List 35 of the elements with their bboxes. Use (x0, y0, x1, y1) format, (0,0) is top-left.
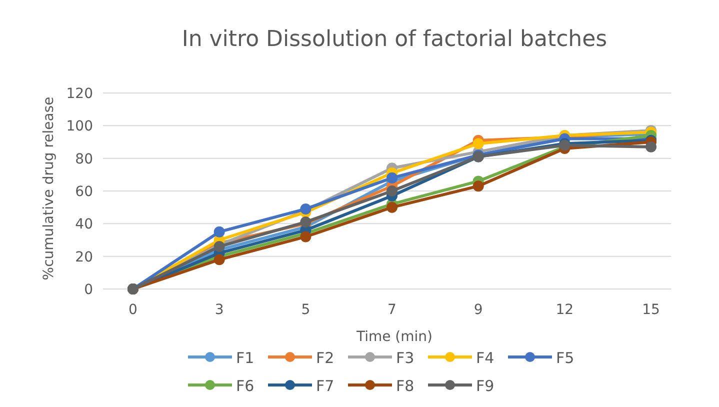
point (300, 231, 312, 242)
x-tick-label: 5 (301, 302, 310, 318)
x-tick-label: 9 (474, 302, 483, 318)
x-tick-label: 7 (388, 302, 396, 318)
y-tick-label: 20 (75, 249, 93, 266)
legend-label: F7 (316, 377, 334, 395)
legend-label: F8 (396, 377, 414, 395)
legend-label: F6 (236, 377, 254, 395)
legend-label: F1 (236, 349, 254, 367)
y-tick-label: 100 (66, 118, 93, 135)
point (386, 172, 398, 184)
x-axis-title: Time (min) (355, 329, 433, 345)
y-tick-label: 80 (75, 151, 93, 168)
legend-label: F9 (476, 377, 494, 395)
x-tick-label: 3 (214, 302, 224, 318)
point (646, 141, 656, 152)
y-tick-label: 60 (75, 184, 93, 200)
point (214, 226, 225, 238)
legend-label: F4 (476, 349, 494, 367)
x-tick-label: 15 (642, 302, 660, 318)
legend-label: F5 (556, 349, 574, 367)
point (472, 180, 484, 192)
legend-label: F3 (396, 349, 414, 367)
point (472, 138, 484, 150)
point (386, 186, 398, 196)
point (386, 202, 398, 213)
y-tick-label: 40 (75, 216, 93, 233)
x-tick-label: 0 (128, 302, 138, 318)
y-tick-label: 0 (84, 282, 93, 298)
y-axis-title: %cumulative drug release (41, 96, 57, 280)
y-tick-label: 120 (66, 86, 93, 102)
legend-label: F2 (316, 349, 334, 367)
point (214, 254, 225, 266)
x-tick-label: 12 (556, 302, 574, 318)
chart-title: In vitro Dissolution of factorial batches (182, 27, 608, 52)
